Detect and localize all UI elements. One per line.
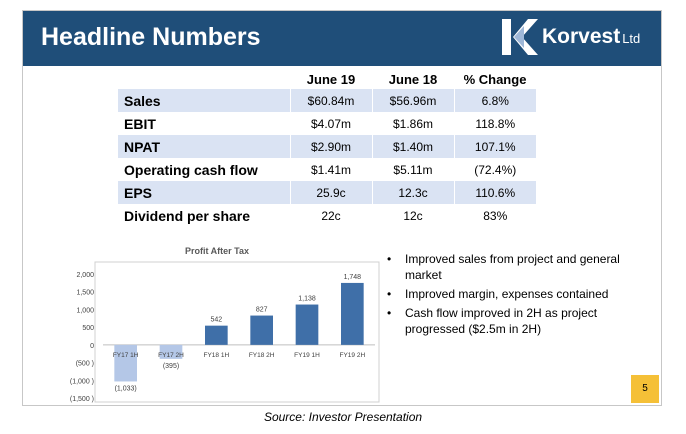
cell-value: $2.90m [289, 135, 372, 158]
profit-after-tax-chart: Profit After Tax 2,000 1,500 1,000 500 0 (500 … [33, 238, 381, 403]
cell-value: 107.1% [453, 135, 536, 158]
row-label: EBIT [124, 115, 156, 132]
data-label: 1,748 [344, 274, 362, 281]
slide: Headline Numbers Korvest Ltd June 19 June… [22, 10, 662, 406]
cell-value: $1.86m [371, 112, 454, 135]
cell-value: 110.6% [453, 181, 536, 204]
x-tick-label: FY19 1H [294, 352, 320, 359]
chart-frame [94, 261, 380, 403]
cell-value: $4.07m [289, 112, 372, 135]
x-tick-label: FY18 1H [204, 352, 230, 359]
cell-value: $1.41m [289, 158, 372, 181]
x-tick-label: FY17 1H [113, 352, 139, 359]
row-label: Sales [118, 89, 290, 112]
chart-bar [341, 282, 364, 345]
bullet-dot-icon: • [387, 252, 392, 266]
cell-value: $56.96m [371, 89, 454, 112]
bullet-item: • Cash flow improved in 2H as project pro… [387, 306, 598, 336]
x-tick-label: FY19 2H [340, 352, 366, 359]
logo-text: Korvest Ltd [542, 25, 641, 48]
page-number: 5 [631, 375, 659, 403]
table-header-row: June 19 June 18 % Change [118, 69, 536, 89]
korvest-k-icon [502, 19, 538, 55]
cell-value: $1.40m [371, 135, 454, 158]
cell-value: 12.3c [371, 181, 454, 204]
headline-table: June 19 June 18 % Change Sales $60.84m $… [118, 69, 536, 227]
y-tick-label: 500 [82, 325, 94, 332]
cell-value: 6.8% [453, 89, 536, 112]
y-tick-label: 1,500 [76, 290, 94, 297]
cell-value: (72.4%) [453, 158, 536, 181]
table-row: EPS 25.9c 12.3c 110.6% [118, 181, 536, 204]
y-tick-label: 2,000 [76, 272, 94, 279]
cell-value: $60.84m [289, 89, 372, 112]
row-label: Operating cash flow [124, 161, 258, 178]
bullet-dot-icon: • [387, 287, 392, 301]
chart-title: Profit After Tax [185, 246, 249, 256]
cell-value: 118.8% [453, 112, 536, 135]
cell-value: 83% [453, 204, 536, 227]
table-row: Dividend per share 22c 12c 83% [118, 204, 536, 227]
data-label: (1,033) [115, 385, 137, 392]
y-tick-label: (500 ) [76, 361, 94, 368]
chart-bar [114, 344, 137, 382]
cell-value: 12c [371, 204, 454, 227]
slide-header: Headline Numbers Korvest Ltd [23, 11, 661, 66]
data-label: 542 [210, 317, 222, 324]
slide-title: Headline Numbers [41, 23, 261, 51]
bullet-item: • Improved sales from project and general… [387, 252, 620, 282]
x-tick-label: FY18 2H [249, 352, 275, 359]
y-tick-label: (1,500 ) [70, 396, 94, 403]
x-tick-label: FY17 2H [158, 352, 184, 359]
cell-value: 22c [289, 204, 372, 227]
table-row: EBIT $4.07m $1.86m 118.8% [118, 112, 536, 135]
col-header: June 18 [388, 71, 438, 87]
table-row: NPAT $2.90m $1.40m 107.1% [118, 135, 536, 158]
source-caption: Source: Investor Presentation [263, 410, 423, 424]
table-row: Sales $60.84m $56.96m 6.8% [118, 89, 536, 112]
y-tick-label: 1,000 [76, 307, 94, 314]
col-header: June 19 [306, 71, 356, 87]
y-tick-label: 0 [90, 343, 94, 350]
col-header: % Change [463, 71, 527, 87]
y-tick-label: (1,000 ) [70, 378, 94, 385]
data-label: 827 [256, 307, 268, 314]
cell-value: 25.9c [289, 181, 372, 204]
chart-bar [159, 344, 183, 359]
chart-bar [250, 315, 273, 345]
data-label: (395) [163, 363, 179, 370]
logo-suffix: Ltd [622, 31, 641, 46]
korvest-logo: Korvest Ltd [498, 17, 663, 59]
row-label: Dividend per share [124, 207, 251, 224]
row-label: EPS [118, 181, 290, 204]
table-row: Operating cash flow $1.41m $5.11m (72.4%… [118, 158, 536, 181]
bullet-list: • Improved sales from project and general… [383, 251, 653, 340]
chart-bar [295, 304, 319, 345]
data-label: 1,138 [298, 296, 316, 303]
bullet-item: • Improved margin, expenses contained [387, 287, 609, 301]
bullet-dot-icon: • [387, 306, 392, 320]
chart-svg: Profit After Tax 2,000 1,500 1,000 500 0 (500 … [70, 246, 380, 403]
chart-bar [205, 325, 228, 345]
cell-value: $5.11m [371, 158, 454, 181]
row-label: NPAT [118, 135, 290, 158]
